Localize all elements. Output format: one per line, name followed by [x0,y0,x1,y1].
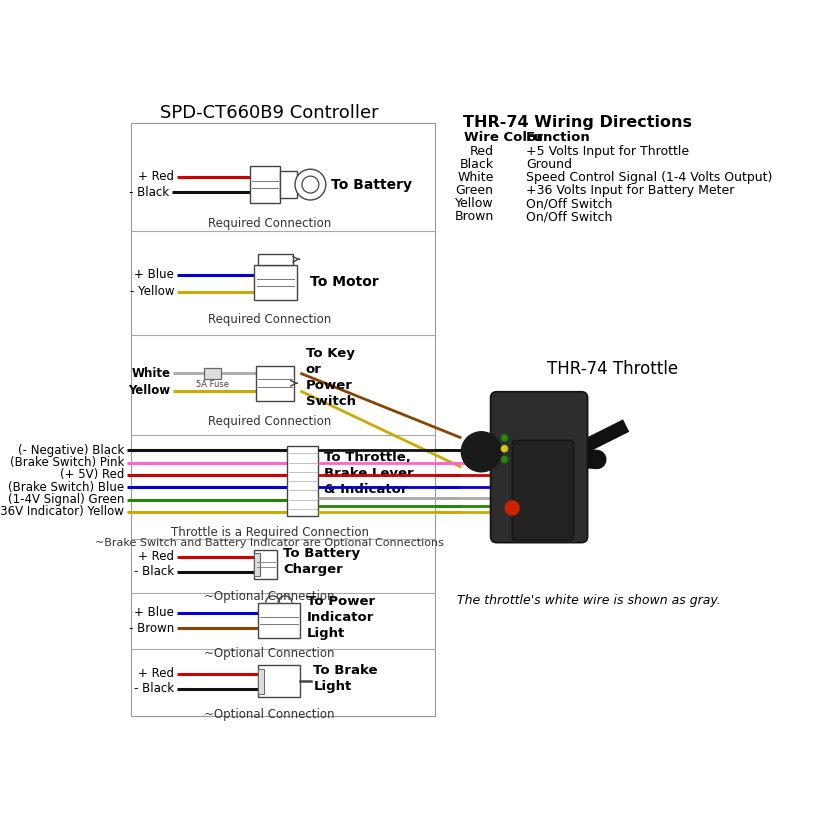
Text: (- Negative) Black: (- Negative) Black [18,444,124,457]
Text: To Motor: To Motor [309,275,379,289]
Circle shape [501,434,508,441]
Text: Speed Control Signal (1-4 Volts Output): Speed Control Signal (1-4 Volts Output) [526,171,773,184]
Text: Required Connection: Required Connection [208,415,331,428]
Circle shape [501,457,508,463]
Bar [287,446,318,515]
Bar [251,166,280,203]
Text: (+ 36V Indicator) Yellow: (+ 36V Indicator) Yellow [0,506,124,519]
FancyBboxPatch shape [490,392,588,543]
Text: Required Connection: Required Connection [208,313,331,325]
Text: To Brake
Light: To Brake Light [313,663,378,693]
Text: Yellow: Yellow [128,384,171,397]
Text: ~Brake Switch and Battery Indicator are Optional Connections: ~Brake Switch and Battery Indicator are … [95,539,444,548]
Text: On/Off Switch: On/Off Switch [526,197,612,211]
Text: White: White [131,367,171,380]
Text: - Yellow: - Yellow [130,285,174,298]
Bar [204,368,221,378]
Text: Yellow: Yellow [455,197,494,211]
Bar [131,123,435,716]
Circle shape [501,445,508,452]
Text: To Key
or
Power
Switch: To Key or Power Switch [306,347,356,407]
Bar [255,549,277,579]
Text: - Brown: - Brown [129,622,174,634]
Circle shape [505,501,519,515]
Circle shape [295,169,326,200]
Text: (Brake Switch) Blue: (Brake Switch) Blue [8,481,124,494]
FancyBboxPatch shape [512,440,574,540]
Text: Function: Function [526,131,591,144]
Text: + Blue: + Blue [135,268,174,281]
Text: On/Off Switch: On/Off Switch [526,211,612,223]
Text: 5A Fuse: 5A Fuse [196,380,229,389]
Text: + Blue: + Blue [135,606,174,620]
Bar [255,553,260,576]
Text: Red: Red [470,145,494,158]
Text: ~Optional Connection: ~Optional Connection [204,708,335,721]
Text: (+ 5V) Red: (+ 5V) Red [60,468,124,482]
Text: - Black: - Black [134,682,174,695]
Text: To Power
Indicator
Light: To Power Indicator Light [307,595,375,640]
Text: THR-74 Throttle: THR-74 Throttle [547,360,678,378]
Text: +5 Volts Input for Throttle: +5 Volts Input for Throttle [526,145,690,158]
Text: + Red: + Red [138,667,174,680]
Bar [255,366,295,401]
Text: + Red: + Red [138,550,174,563]
Text: + Red: + Red [138,170,174,183]
Text: Throttle is a Required Connection: Throttle is a Required Connection [171,526,369,539]
Text: (Brake Switch) Pink: (Brake Switch) Pink [10,456,124,469]
Text: THR-74 Wiring Directions: THR-74 Wiring Directions [463,116,692,131]
Bar [258,665,300,697]
Bar [280,171,296,198]
Bar [258,603,300,638]
Text: - Black: - Black [129,186,169,199]
Text: - Black: - Black [134,566,174,578]
Text: To Throttle,
Brake Lever
& Indicator: To Throttle, Brake Lever & Indicator [324,451,414,496]
Text: Brown: Brown [455,211,494,223]
Circle shape [461,432,501,472]
Text: Wire Color: Wire Color [464,131,543,144]
Text: White: White [457,171,494,184]
Bar [258,669,264,694]
Text: To Battery: To Battery [331,178,412,192]
Text: The throttle's white wire is shown as gray.: The throttle's white wire is shown as gr… [457,594,721,607]
Text: +36 Volts Input for Battery Meter: +36 Volts Input for Battery Meter [526,184,734,197]
Text: Black: Black [459,158,494,171]
Text: SPD-CT660B9 Controller: SPD-CT660B9 Controller [160,104,379,122]
Text: Green: Green [455,184,494,197]
Text: Required Connection: Required Connection [208,216,331,230]
Text: (1-4V Signal) Green: (1-4V Signal) Green [7,493,124,506]
Text: Ground: Ground [526,158,572,171]
Text: ~Optional Connection: ~Optional Connection [204,590,335,603]
Circle shape [302,176,319,193]
Bar [255,264,296,300]
Text: ~Optional Connection: ~Optional Connection [204,647,335,660]
Bar [258,254,293,264]
Text: To Battery
Charger: To Battery Charger [283,547,361,576]
